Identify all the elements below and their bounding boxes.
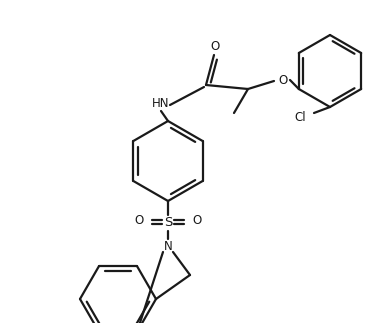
Text: S: S xyxy=(164,216,172,230)
Text: O: O xyxy=(278,74,288,87)
Text: Cl: Cl xyxy=(294,110,306,123)
Text: O: O xyxy=(192,214,202,227)
Text: N: N xyxy=(164,241,172,254)
Text: O: O xyxy=(134,214,144,227)
Text: O: O xyxy=(210,39,220,53)
Text: HN: HN xyxy=(152,97,170,109)
